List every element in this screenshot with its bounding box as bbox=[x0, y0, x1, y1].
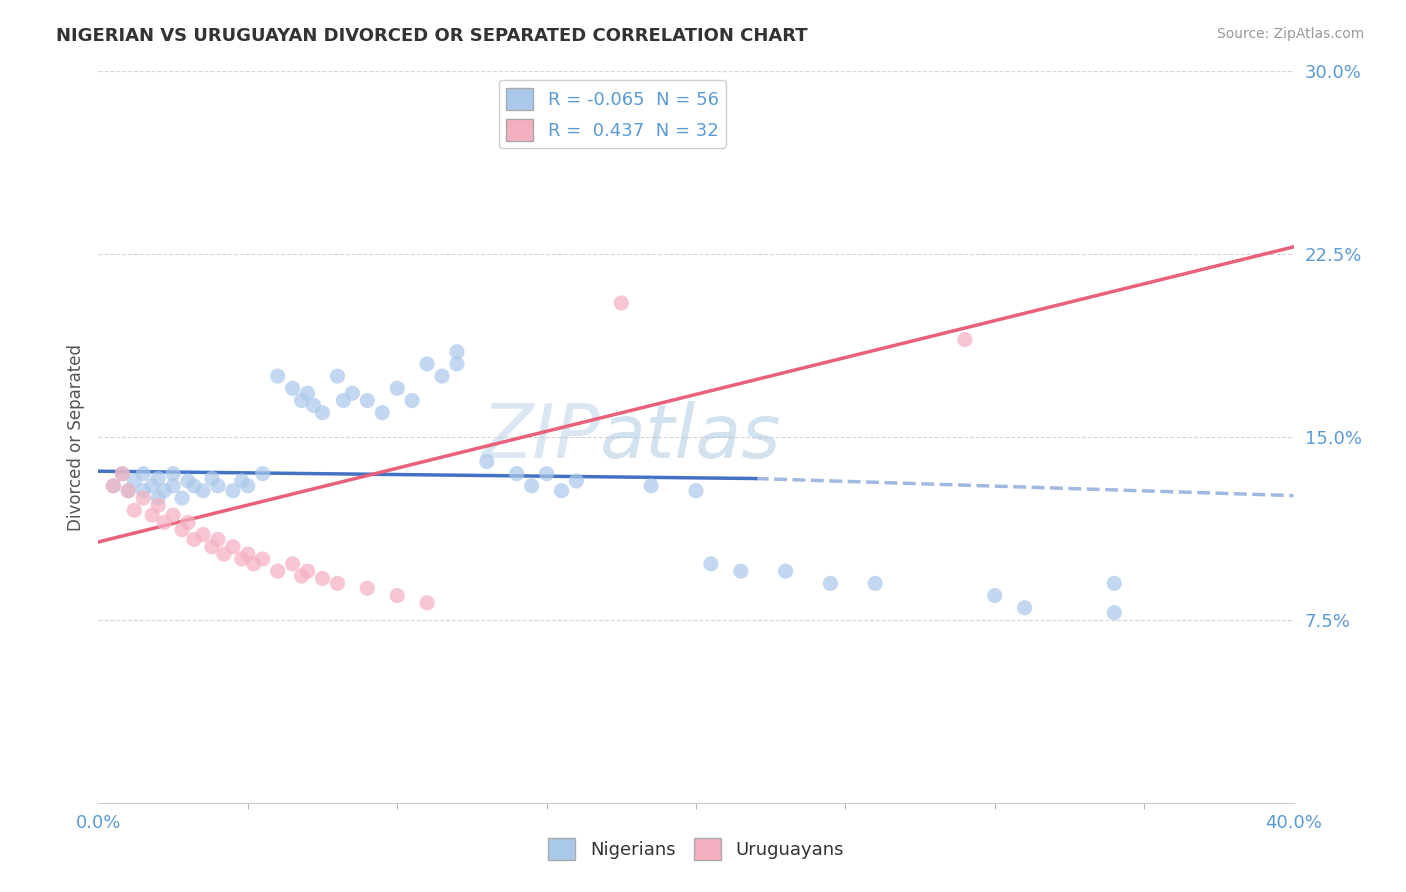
Point bbox=[291, 393, 314, 408]
Point bbox=[111, 467, 134, 481]
Point bbox=[297, 564, 319, 578]
Point bbox=[565, 474, 588, 488]
Point bbox=[201, 540, 224, 554]
Point bbox=[162, 467, 184, 481]
Point bbox=[267, 564, 290, 578]
Point bbox=[153, 516, 176, 530]
Point bbox=[536, 467, 558, 481]
Point bbox=[700, 557, 723, 571]
Point bbox=[212, 547, 235, 561]
Point bbox=[1104, 576, 1126, 591]
Point bbox=[148, 471, 170, 485]
Point bbox=[162, 479, 184, 493]
Point bbox=[865, 576, 887, 591]
Point bbox=[141, 508, 163, 522]
Point bbox=[416, 357, 439, 371]
Point bbox=[117, 483, 139, 498]
Point bbox=[231, 474, 253, 488]
Point bbox=[148, 499, 170, 513]
Text: Source: ZipAtlas.com: Source: ZipAtlas.com bbox=[1216, 27, 1364, 41]
Point bbox=[111, 467, 134, 481]
Point bbox=[124, 474, 146, 488]
Point bbox=[201, 471, 224, 485]
Point bbox=[430, 369, 453, 384]
Point bbox=[191, 527, 214, 541]
Point bbox=[685, 483, 707, 498]
Point bbox=[183, 479, 205, 493]
Point bbox=[236, 479, 259, 493]
Point bbox=[281, 381, 304, 395]
Point bbox=[177, 474, 200, 488]
Point bbox=[222, 483, 245, 498]
Point bbox=[775, 564, 797, 578]
Point bbox=[148, 491, 170, 505]
Point bbox=[984, 589, 1007, 603]
Point bbox=[820, 576, 842, 591]
Point bbox=[610, 296, 633, 310]
Point bbox=[953, 333, 976, 347]
Point bbox=[302, 398, 325, 412]
Point bbox=[1014, 600, 1036, 615]
Point bbox=[385, 589, 409, 603]
Point bbox=[124, 503, 146, 517]
Point bbox=[267, 369, 290, 384]
Point bbox=[446, 357, 468, 371]
Point bbox=[231, 552, 253, 566]
Point bbox=[153, 483, 176, 498]
Point bbox=[356, 581, 378, 595]
Point bbox=[475, 454, 498, 468]
Point bbox=[162, 508, 184, 522]
Point bbox=[640, 479, 662, 493]
Point bbox=[252, 552, 274, 566]
Point bbox=[332, 393, 354, 408]
Point bbox=[1104, 606, 1126, 620]
Point bbox=[311, 406, 333, 420]
Point bbox=[172, 523, 194, 537]
Point bbox=[103, 479, 125, 493]
Point bbox=[326, 576, 349, 591]
Point bbox=[141, 479, 163, 493]
Point bbox=[103, 479, 125, 493]
Point bbox=[550, 483, 572, 498]
Point bbox=[506, 467, 529, 481]
Point bbox=[207, 533, 229, 547]
Point bbox=[222, 540, 245, 554]
Point bbox=[191, 483, 214, 498]
Point bbox=[401, 393, 423, 408]
Legend: Nigerians, Uruguayans: Nigerians, Uruguayans bbox=[541, 830, 851, 867]
Point bbox=[385, 381, 409, 395]
Point bbox=[730, 564, 752, 578]
Point bbox=[342, 386, 364, 401]
Point bbox=[446, 344, 468, 359]
Y-axis label: Divorced or Separated: Divorced or Separated bbox=[66, 343, 84, 531]
Text: ZIP: ZIP bbox=[482, 401, 600, 473]
Point bbox=[416, 596, 439, 610]
Text: atlas: atlas bbox=[600, 401, 782, 473]
Point bbox=[183, 533, 205, 547]
Point bbox=[243, 557, 266, 571]
Point bbox=[520, 479, 543, 493]
Point bbox=[297, 386, 319, 401]
Point bbox=[311, 572, 333, 586]
Point bbox=[356, 393, 378, 408]
Point bbox=[291, 569, 314, 583]
Point bbox=[281, 557, 304, 571]
Point bbox=[117, 483, 139, 498]
Point bbox=[236, 547, 259, 561]
Point bbox=[177, 516, 200, 530]
Point bbox=[172, 491, 194, 505]
Point bbox=[132, 491, 155, 505]
Point bbox=[132, 467, 155, 481]
Point bbox=[252, 467, 274, 481]
Point bbox=[132, 483, 155, 498]
Point bbox=[371, 406, 394, 420]
Text: NIGERIAN VS URUGUAYAN DIVORCED OR SEPARATED CORRELATION CHART: NIGERIAN VS URUGUAYAN DIVORCED OR SEPARA… bbox=[56, 27, 808, 45]
Point bbox=[207, 479, 229, 493]
Point bbox=[326, 369, 349, 384]
